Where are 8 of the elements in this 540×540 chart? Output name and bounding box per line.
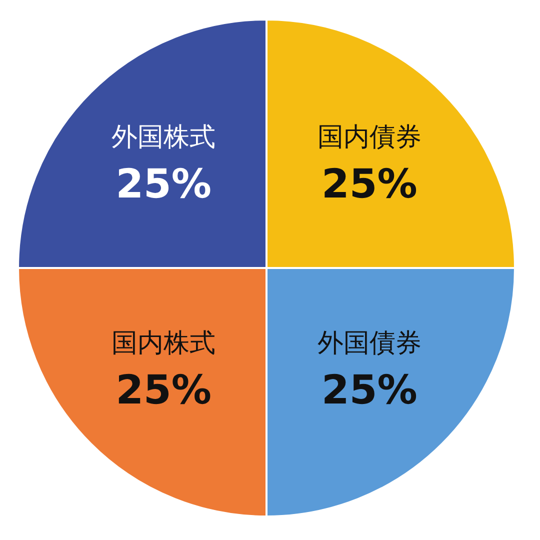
slice-label: 国内債券 — [317, 122, 422, 153]
slice-label: 外国債券 — [317, 328, 422, 358]
data-label: 25% — [116, 367, 212, 414]
slice-label: 国内株式 — [112, 328, 216, 358]
data-label: 25% — [116, 162, 212, 208]
data-label: 25% — [322, 162, 418, 208]
slice-label: 外国株式 — [112, 122, 216, 153]
data-label: 25% — [322, 367, 418, 414]
